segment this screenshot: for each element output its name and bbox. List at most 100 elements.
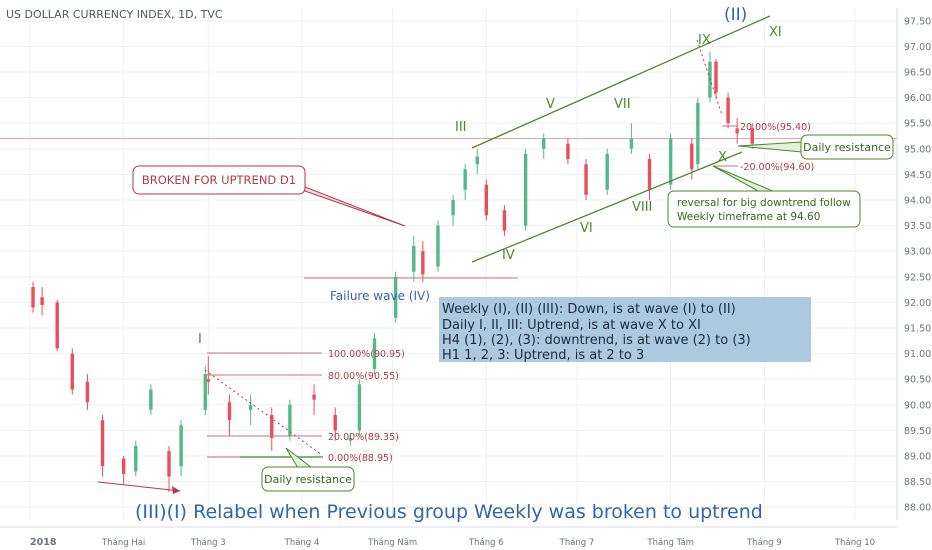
candle[interactable] (121, 456, 126, 485)
candle[interactable] (502, 205, 507, 236)
candle-body (372, 338, 377, 369)
x-tick-label: Tháng 9 (746, 538, 782, 548)
candle-body (270, 415, 274, 439)
candle[interactable] (179, 420, 183, 477)
candle[interactable] (149, 384, 153, 416)
candle[interactable] (203, 366, 207, 416)
candle[interactable] (735, 118, 739, 144)
y-tick-label: 89.00 (904, 452, 931, 463)
candle-body (584, 164, 588, 195)
candle[interactable] (270, 407, 274, 451)
callout-resistance-bottom-pointer (285, 447, 314, 469)
candle[interactable] (167, 445, 171, 492)
y-tick-label: 97.00 (904, 42, 931, 53)
callout-broken-pointer (299, 184, 406, 227)
candle[interactable] (421, 240, 425, 282)
callout-resistance-top-pointer (737, 141, 803, 153)
candle-body (393, 276, 398, 318)
candle[interactable] (629, 123, 634, 154)
candle[interactable] (393, 271, 398, 323)
candle-body (436, 225, 440, 267)
candle[interactable] (726, 92, 730, 129)
wave-label-IX: IX (698, 33, 711, 48)
candle[interactable] (584, 159, 588, 200)
wave-label-XI: XI (769, 25, 782, 40)
candle-body (40, 297, 44, 305)
fib-label-100: 100.00%(90.95) (328, 349, 405, 360)
wave-label-VI: VI (580, 221, 593, 236)
candle[interactable] (333, 407, 337, 441)
candle[interactable] (412, 235, 416, 282)
candle[interactable] (714, 59, 718, 98)
fib-retracement-diagonal-low (204, 369, 323, 456)
candle-body (333, 415, 337, 431)
candle-body (100, 420, 105, 467)
candle[interactable] (288, 399, 292, 441)
candle[interactable] (451, 194, 455, 226)
y-tick-label: 95.50 (904, 119, 931, 130)
y-tick-label: 90.50 (904, 375, 931, 386)
candle[interactable] (372, 333, 377, 375)
candle[interactable] (542, 133, 546, 160)
candle[interactable] (100, 415, 105, 477)
candle[interactable] (750, 123, 754, 149)
candle-body (227, 402, 232, 421)
candle[interactable] (566, 138, 570, 165)
candle[interactable] (40, 287, 44, 316)
candle[interactable] (134, 440, 138, 477)
y-axis[interactable]: 97.50 97.00 96.50 96.00 95.50 95.00 94.50 94.00… (904, 16, 931, 513)
candle[interactable] (436, 220, 440, 272)
wave-label-VII: VII (614, 97, 631, 112)
callout-resistance-bottom-text: Daily resistance (264, 473, 352, 486)
candle[interactable] (312, 384, 316, 416)
candle[interactable] (647, 153, 652, 200)
candle[interactable] (523, 148, 528, 231)
x-axis[interactable]: 2018 Tháng Hai Tháng 3 Tháng 4 Tháng Năm Thán… (30, 537, 875, 548)
callout-resistance-top-box[interactable] (800, 134, 894, 160)
bottom-caption: (III)(I) Relabel when Previous group Wee… (135, 501, 763, 523)
candle[interactable] (463, 164, 467, 200)
candle[interactable] (484, 179, 489, 221)
candle-body (451, 200, 455, 216)
callout-broken-box[interactable] (132, 165, 306, 195)
candle-body (348, 438, 353, 441)
fib-retracement-diagonal-high (696, 39, 723, 116)
grid (0, 8, 897, 520)
candle-body (735, 128, 739, 134)
candle[interactable] (31, 281, 35, 313)
candle[interactable] (248, 394, 253, 426)
candles[interactable] (31, 51, 754, 492)
fib-label-20: 20.00%(89.35) (328, 432, 399, 443)
y-tick-label: 95.00 (904, 144, 931, 155)
y-tick-label: 96.00 (904, 93, 931, 104)
wave-label-VIII: VIII (632, 200, 652, 215)
candle[interactable] (348, 432, 353, 446)
candle-body (523, 153, 528, 226)
y-tick-label: 91.50 (904, 324, 931, 335)
x-tick-label: Tháng 4 (284, 538, 320, 548)
candle[interactable] (227, 394, 232, 436)
candle-body (179, 425, 183, 467)
candle[interactable] (70, 348, 75, 395)
candle-body (647, 159, 652, 190)
candle[interactable] (55, 299, 59, 352)
candle-body (55, 302, 59, 349)
candle-body (203, 374, 207, 410)
candle-body (605, 153, 609, 190)
callout-reversal-box[interactable] (667, 190, 861, 228)
callout-resistance-bottom-box[interactable] (261, 466, 355, 492)
candle[interactable] (357, 379, 362, 436)
candle[interactable] (696, 97, 700, 170)
candle-body (288, 404, 292, 436)
candle[interactable] (605, 148, 609, 195)
wave-label-X: X (718, 150, 727, 165)
down-arrow-line (97, 481, 181, 492)
candle[interactable] (708, 51, 712, 103)
y-tick-label: 97.50 (904, 16, 931, 27)
candle-body (566, 143, 570, 160)
candle[interactable] (85, 374, 90, 410)
callout-resistance-top-text: Daily resistance (803, 141, 891, 154)
candle-body (668, 138, 673, 185)
candle[interactable] (475, 148, 479, 175)
